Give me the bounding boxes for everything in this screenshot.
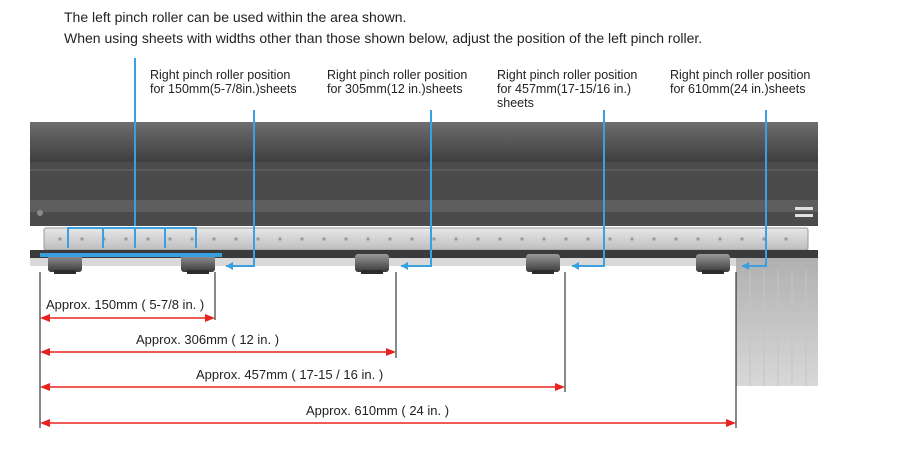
label-line: Right pinch roller position bbox=[497, 68, 638, 82]
callout-arrowheads bbox=[226, 262, 749, 270]
dimension-arrows bbox=[46, 317, 730, 424]
pinch-roller-457 bbox=[526, 254, 560, 274]
intro-line-2: When using sheets with widths other than… bbox=[64, 30, 703, 46]
dimension-guides bbox=[39, 272, 737, 428]
grit-rail bbox=[43, 227, 809, 251]
dimension-457: Approx. 457mm ( 17-15 / 16 in. ) bbox=[196, 367, 384, 382]
pinch-roller-305 bbox=[355, 254, 389, 274]
left-roller-area-band bbox=[40, 253, 222, 257]
intro-line-1: The left pinch roller can be used within… bbox=[64, 9, 407, 25]
left-pinch-roller bbox=[48, 254, 82, 274]
label-roller-610: Right pinch roller position for 610mm(24… bbox=[670, 68, 810, 96]
label-roller-305: Right pinch roller position for 305mm(12… bbox=[327, 68, 467, 96]
pinch-roller-610 bbox=[696, 254, 730, 274]
machine-top-cover bbox=[30, 122, 818, 162]
label-line: for 457mm(17-15/16 in.) bbox=[497, 82, 632, 96]
label-roller-150: Right pinch roller position for 150mm(5-… bbox=[150, 68, 297, 96]
label-roller-457: Right pinch roller position for 457mm(17… bbox=[497, 68, 637, 110]
dimension-610: Approx. 610mm ( 24 in. ) bbox=[306, 403, 450, 418]
label-line: Right pinch roller position bbox=[150, 68, 291, 82]
machine-body bbox=[30, 162, 818, 226]
callout-lines bbox=[67, 58, 767, 267]
label-line: Right pinch roller position bbox=[670, 68, 811, 82]
rail-markings bbox=[58, 237, 788, 241]
dimension-150: Approx. 150mm ( 5-7/8 in. ) bbox=[46, 297, 205, 312]
label-line: for 610mm(24 in.)sheets bbox=[670, 82, 806, 96]
label-line: sheets bbox=[497, 96, 534, 110]
dimension-306: Approx. 306mm ( 12 in. ) bbox=[136, 332, 280, 347]
label-line: for 305mm(12 in.)sheets bbox=[327, 82, 463, 96]
label-line: Right pinch roller position bbox=[327, 68, 468, 82]
pinch-roller-150 bbox=[181, 254, 215, 274]
label-line: for 150mm(5-7/8in.)sheets bbox=[150, 82, 297, 96]
